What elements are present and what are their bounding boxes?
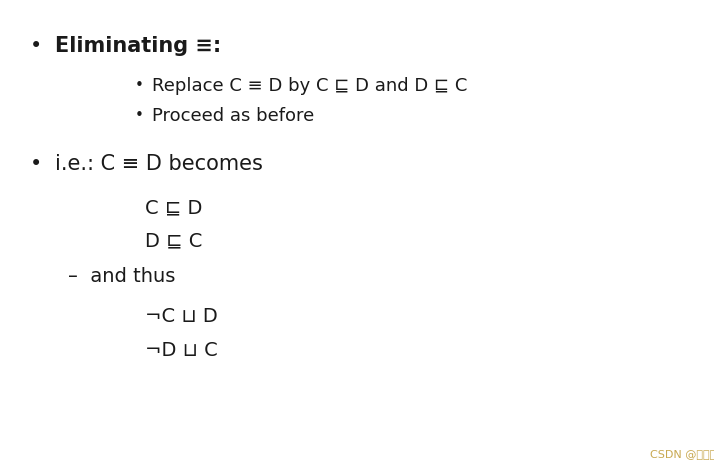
Text: •: • <box>135 109 144 123</box>
Text: •: • <box>30 36 42 56</box>
Text: Eliminating ≡:: Eliminating ≡: <box>55 36 221 56</box>
Text: C ⊑ D: C ⊑ D <box>145 198 202 218</box>
Text: Replace C ≡ D by C ⊑ D and D ⊑ C: Replace C ≡ D by C ⊑ D and D ⊑ C <box>152 77 468 95</box>
Text: ¬D ⊔ C: ¬D ⊔ C <box>145 341 218 360</box>
Text: i.e.: C ≡ D becomes: i.e.: C ≡ D becomes <box>55 154 263 174</box>
Text: Proceed as before: Proceed as before <box>152 107 314 125</box>
Text: CSDN @大白要努力啊: CSDN @大白要努力啊 <box>650 449 714 459</box>
Text: D ⊑ C: D ⊑ C <box>145 231 202 250</box>
Text: •: • <box>30 154 42 174</box>
Text: ¬C ⊔ D: ¬C ⊔ D <box>145 307 218 326</box>
Text: •: • <box>135 79 144 93</box>
Text: –  and thus: – and thus <box>68 267 176 286</box>
